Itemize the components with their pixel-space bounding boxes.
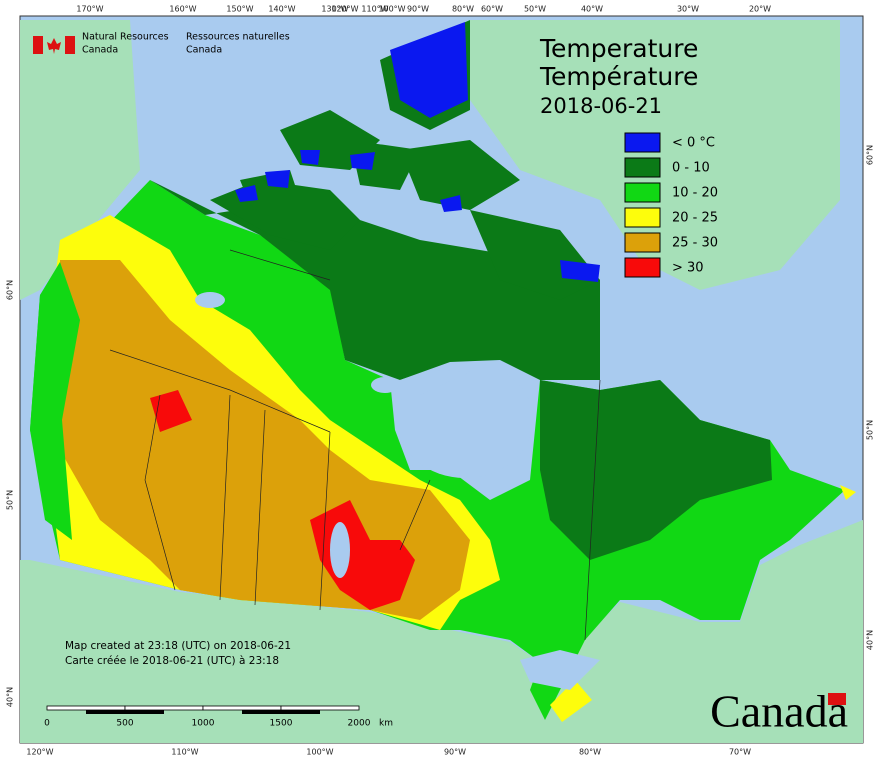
- longitude-label: 100°W: [378, 5, 405, 14]
- title-fr: Température: [539, 62, 698, 91]
- lake: [195, 292, 225, 308]
- note-en: Map created at 23:18 (UTC) on 2018-06-21: [65, 640, 291, 652]
- scale-segment: [242, 710, 281, 714]
- legend-swatch: [624, 182, 661, 203]
- scale-bar: 0 500 1000 1500 2000 km: [44, 705, 393, 729]
- scale-label: 0: [44, 719, 50, 729]
- scale-label: 2000: [348, 719, 371, 729]
- region-25-30: [60, 260, 470, 620]
- latitude-label: 50°N: [866, 420, 875, 440]
- legend-swatch: [624, 132, 661, 153]
- region-below-0: [235, 22, 600, 282]
- latitude-label: 60°N: [866, 145, 875, 165]
- wordmark-flag: [828, 693, 846, 705]
- longitude-label: 110°W: [361, 5, 388, 14]
- scale-segment: [281, 710, 320, 714]
- legend-label: > 30: [672, 261, 704, 276]
- longitude-label: 90°W: [444, 748, 466, 757]
- alaska: [20, 20, 140, 300]
- lake: [330, 522, 350, 578]
- scale-segment: [125, 710, 164, 714]
- maple-leaf: [47, 38, 61, 54]
- department-fr: Canada: [186, 45, 222, 56]
- great-lakes: [520, 650, 600, 690]
- longitude-label: 110°W: [171, 748, 198, 757]
- longitude-label: 80°W: [579, 748, 601, 757]
- scale-segment: [86, 710, 125, 714]
- legend-label: 20 - 25: [672, 211, 718, 226]
- greenland: [470, 20, 840, 290]
- region-20-25: [550, 485, 856, 722]
- region-0-10: [210, 20, 600, 300]
- scale-segment: [202, 705, 282, 711]
- longitude-label: 150°W: [226, 5, 253, 14]
- latitude-label: 50°N: [6, 490, 15, 510]
- longitude-label: 50°W: [524, 5, 546, 14]
- longitude-label: 90°W: [407, 5, 429, 14]
- region-10-20: [30, 262, 80, 540]
- legend-swatch: [624, 207, 661, 228]
- department-en: Natural Resources: [82, 32, 169, 43]
- scale-unit: km: [379, 719, 393, 729]
- province-boundaries: [109, 249, 601, 641]
- department-en: Canada: [82, 45, 118, 56]
- united-states: [20, 520, 863, 743]
- longitude-label: 120°W: [331, 5, 358, 14]
- longitude-label: 160°W: [169, 5, 196, 14]
- legend-swatch: [624, 257, 661, 278]
- longitude-label: 120°W: [26, 748, 53, 757]
- legend-label: 10 - 20: [672, 186, 718, 201]
- canada: [30, 20, 856, 722]
- legend-label: 25 - 30: [672, 236, 718, 251]
- legend-label: 0 - 10: [672, 161, 710, 176]
- longitude-label: 140°W: [268, 5, 295, 14]
- wordmark: Canada: [710, 686, 848, 737]
- scale-label: 1000: [192, 719, 215, 729]
- water: [400, 370, 470, 395]
- region-0-10: [540, 380, 772, 560]
- longitude-label: 20°W: [749, 5, 771, 14]
- longitude-label: 60°W: [481, 5, 503, 14]
- longitude-label: 40°W: [581, 5, 603, 14]
- flag-bar: [65, 36, 75, 54]
- scale-label: 500: [116, 719, 133, 729]
- scale-label: 1500: [270, 719, 293, 729]
- legend: < 0 °C 0 - 10 10 - 20 20 - 25 25 - 30 > 30: [624, 132, 718, 278]
- flag-bar: [33, 36, 43, 54]
- department-fr: Ressources naturelles: [186, 32, 290, 43]
- latitude-label: 60°N: [6, 280, 15, 300]
- note-fr: Carte créée le 2018-06-21 (UTC) à 23:18: [65, 655, 279, 667]
- longitude-label: 70°W: [729, 748, 751, 757]
- latitude-label: 40°N: [866, 630, 875, 650]
- hudson-bay: [397, 362, 533, 478]
- scale-segment: [280, 705, 360, 711]
- legend-label: < 0 °C: [672, 136, 715, 151]
- longitude-label: 130°W: [321, 5, 348, 14]
- legend-swatch: [624, 232, 661, 253]
- longitude-label: 80°W: [452, 5, 474, 14]
- scale-segment: [46, 705, 126, 711]
- title-date: 2018-06-21: [540, 94, 662, 118]
- scale-segment: [124, 705, 204, 711]
- title-en: Temperature: [539, 34, 698, 63]
- latitude-label: 40°N: [6, 687, 15, 707]
- lake: [371, 377, 399, 393]
- longitude-label: 100°W: [306, 748, 333, 757]
- longitude-label: 30°W: [677, 5, 699, 14]
- legend-swatch: [624, 157, 661, 178]
- longitude-label: 170°W: [76, 5, 103, 14]
